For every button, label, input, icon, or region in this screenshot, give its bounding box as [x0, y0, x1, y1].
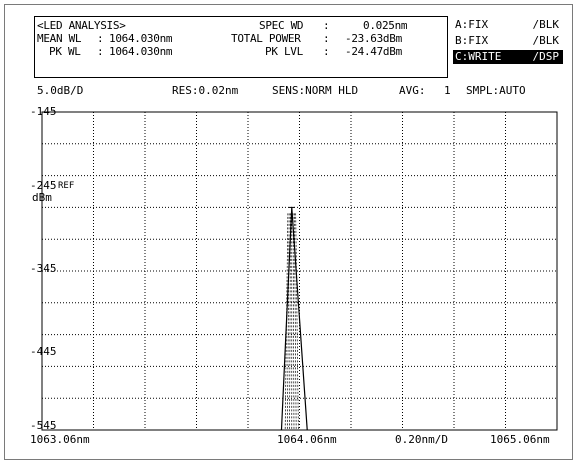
trace-c-mode: /DSP — [532, 50, 560, 63]
x-stop-label: 1065.06nm — [490, 433, 550, 446]
ref-marker: REF — [58, 181, 75, 191]
pk-wl-value: 1064.030nm — [109, 45, 173, 58]
analyzer-screen — [4, 4, 573, 460]
trace-b-mode: /BLK — [532, 34, 560, 47]
pk-lvl-label: PK LVL — [265, 45, 303, 58]
spec-wd-label: SPEC WD — [259, 19, 304, 32]
pk-lvl-value: -24.47dBm — [345, 45, 402, 58]
trace-b-name: B:FIX — [455, 34, 489, 47]
sampling-readout: SMPL:AUTO — [466, 84, 526, 97]
spectrum-trace-fill — [287, 213, 290, 431]
trace-status-panel: A:FIX /BLK B:FIX /BLK C:WRITE /DSP — [453, 16, 563, 76]
spec-wd-value: 0.025nm — [363, 19, 408, 32]
total-power-label: TOTAL POWER — [231, 32, 301, 45]
y-label-ref: -245 — [30, 179, 57, 192]
spectrum-trace-fill — [295, 213, 299, 431]
analysis-title: <LED ANALYSIS> — [37, 19, 126, 32]
sensitivity-readout: SENS:NORM HLD — [272, 84, 359, 97]
spectrum-trace-fill — [292, 213, 295, 431]
trace-a-row[interactable]: A:FIX /BLK — [453, 18, 563, 32]
plot-frame — [41, 111, 558, 431]
avg-label: AVG: — [399, 84, 426, 97]
spectrum-trace-fill — [284, 213, 289, 431]
x-start-label: 1063.06nm — [30, 433, 90, 446]
trace-a-mode: /BLK — [532, 18, 560, 31]
spectrum-trace-fill — [289, 213, 291, 431]
mean-wl-label: MEAN WL — [37, 32, 82, 45]
led-analysis-panel: <LED ANALYSIS> MEAN WL : 1064.030nm PK W… — [34, 16, 448, 78]
spectrum-trace-fill — [294, 213, 297, 431]
mean-wl-value: 1064.030nm — [109, 32, 173, 45]
total-power-value: -23.63dBm — [345, 32, 402, 45]
x-span-label: 0.20nm/D — [395, 433, 448, 446]
y-label-bottom: -545 — [30, 419, 57, 432]
avg-value: 1 — [444, 84, 451, 97]
trace-a-name: A:FIX — [455, 18, 489, 31]
trace-b-row[interactable]: B:FIX /BLK — [453, 34, 563, 48]
trace-c-name: C:WRITE — [455, 50, 502, 63]
y-label-mid: -345 — [30, 262, 57, 275]
y-label-lower: -445 — [30, 345, 57, 358]
resolution-readout: RES:0.02nm — [172, 84, 239, 97]
trace-c-row[interactable]: C:WRITE /DSP — [453, 50, 563, 64]
x-center-label: 1064.06nm — [277, 433, 337, 446]
pk-wl-label: PK WL — [49, 45, 81, 58]
scale-readout: 5.0dB/D — [37, 84, 84, 97]
